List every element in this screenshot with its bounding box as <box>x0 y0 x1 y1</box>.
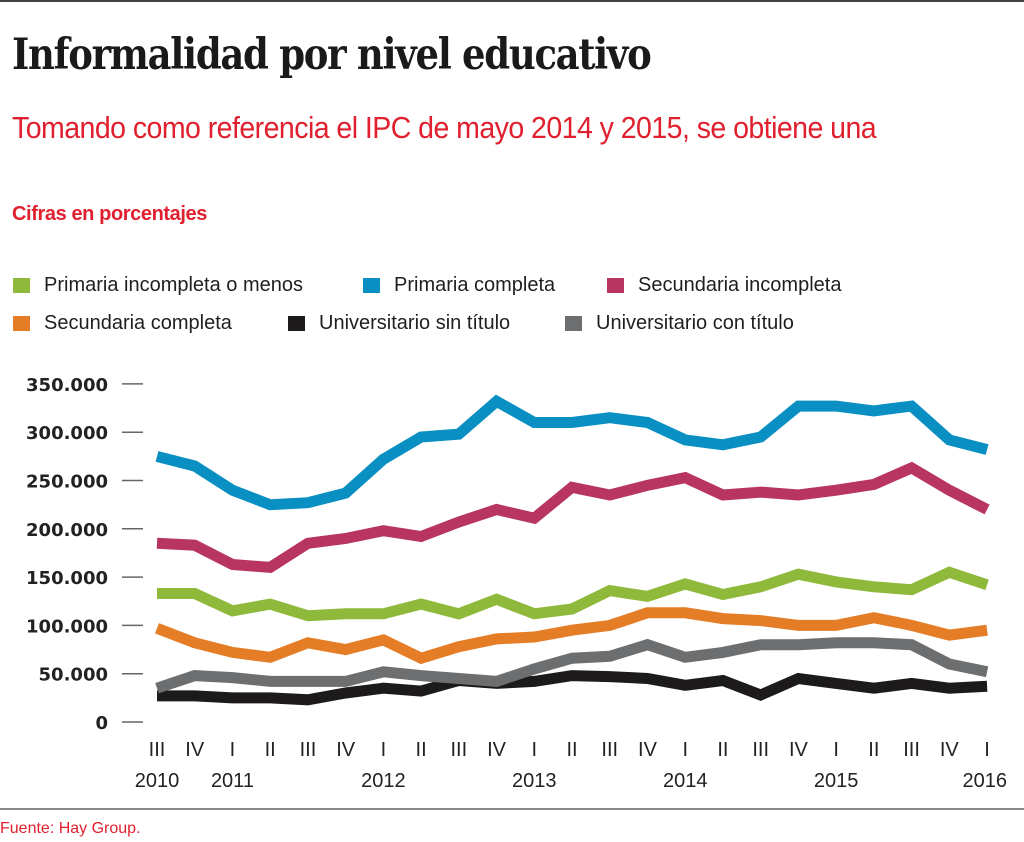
x-tick-label-quarter: II <box>717 739 728 761</box>
legend-label: Universitario sin título <box>319 311 511 334</box>
x-tick-label-quarter: I <box>230 739 236 761</box>
x-tick-label-quarter: IV <box>789 739 809 761</box>
x-tick-label-quarter: IV <box>185 739 205 761</box>
x-tick-label-year: 2015 <box>814 770 859 792</box>
line-chart: 0 50.000 100.000 150.000 200.000 250.000 300.0… <box>26 375 1007 792</box>
chart-subtitle: Tomando como referencia el IPC de mayo 2… <box>12 110 877 145</box>
x-tick-label-quarter: I <box>682 739 688 761</box>
chart-title: Informalidad por nivel educativo <box>12 30 652 80</box>
x-tick-label-quarter: I <box>833 739 839 761</box>
x-tick-label-quarter: II <box>265 739 276 761</box>
series-line-secundaria-incompleta <box>156 461 990 574</box>
legend-item-primaria-incompleta: Primaria incompleta o menos <box>13 273 303 297</box>
legend-label: Primaria incompleta o menos <box>44 273 303 296</box>
x-tick-label-year: 2010 <box>135 770 180 792</box>
x-tick-label-year: 2012 <box>361 770 406 792</box>
legend-item-universitario-sin-titulo: Universitario sin título <box>288 311 510 335</box>
legend-swatch <box>565 315 582 331</box>
series-line-primaria-incompleta-o-menos <box>157 566 989 622</box>
legend-label: Universitario con título <box>596 311 794 334</box>
series-layer <box>155 394 990 706</box>
footer-rule <box>0 808 1024 810</box>
legend-swatch <box>13 315 30 331</box>
x-tick-label-quarter: IV <box>638 739 658 761</box>
x-tick-label-quarter: IV <box>487 739 507 761</box>
y-tick-label: 50.000 <box>39 665 108 686</box>
x-tick-label-year: 2011 <box>211 770 254 792</box>
x-tick-label-quarter: III <box>752 739 769 761</box>
units-label: Cifras en porcentajes <box>12 203 208 225</box>
series-line-universitario-sin-t-tulo <box>157 670 988 706</box>
legend-item-universitario-con-titulo: Universitario con título <box>565 311 794 335</box>
series-line-secundaria-completa <box>155 607 988 665</box>
legend-label: Primaria completa <box>394 273 556 296</box>
y-axis: 0 50.000 100.000 150.000 200.000 250.000 300.0… <box>26 375 143 734</box>
legend-swatch <box>363 277 380 293</box>
legend-label: Secundaria completa <box>44 311 232 334</box>
x-tick-label-year: 2013 <box>512 770 557 792</box>
y-tick-label: 250.000 <box>26 472 108 493</box>
legend-swatch <box>607 277 624 293</box>
y-tick-label: 200.000 <box>26 520 108 541</box>
x-tick-label-quarter: III <box>451 739 468 761</box>
series-line-primaria-completa <box>155 394 989 511</box>
x-tick-label-year: 2016 <box>963 770 1008 792</box>
x-tick-label-quarter: I <box>381 739 387 761</box>
x-tick-label-quarter: I <box>984 739 990 761</box>
y-tick-label: 350.000 <box>26 375 108 396</box>
top-rule <box>0 0 1024 2</box>
x-tick-label-quarter: II <box>566 739 577 761</box>
x-tick-label-quarter: III <box>149 739 166 761</box>
x-tick-label-quarter: IV <box>336 739 356 761</box>
x-tick-label-quarter: III <box>601 739 618 761</box>
y-tick-label: 100.000 <box>26 616 108 637</box>
legend-label: Secundaria incompleta <box>638 273 842 296</box>
x-tick-label-quarter: II <box>868 739 879 761</box>
legend-swatch <box>288 315 305 331</box>
x-tick-label-quarter: III <box>300 739 317 761</box>
legend-swatch <box>13 277 30 293</box>
legend-item-secundaria-completa: Secundaria completa <box>13 311 232 335</box>
legend-item-secundaria-incompleta: Secundaria incompleta <box>607 273 841 297</box>
x-axis: III IV I II III IV I II III IV I II III IV I II III IV I II… <box>135 739 1007 792</box>
y-tick-label: 150.000 <box>26 568 108 589</box>
source-note: Fuente: Hay Group. <box>0 820 141 837</box>
series-line-universitario-con-t-tulo <box>155 637 989 694</box>
y-tick-label: 300.000 <box>26 423 108 444</box>
x-tick-label-quarter: II <box>416 739 427 761</box>
y-tick-label: 0 <box>95 713 108 734</box>
legend-item-primaria-completa: Primaria completa <box>363 273 555 297</box>
x-tick-label-quarter: IV <box>940 739 960 761</box>
x-tick-label-quarter: I <box>532 739 538 761</box>
x-tick-label-quarter: III <box>903 739 920 761</box>
x-tick-label-year: 2014 <box>663 770 708 792</box>
